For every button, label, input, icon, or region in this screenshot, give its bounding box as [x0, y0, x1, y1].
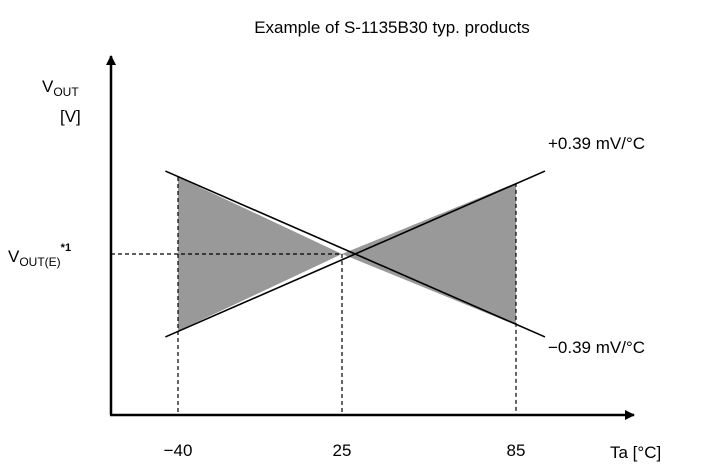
x-tick-label-1: 25 — [333, 441, 352, 460]
x-tick-labels: −40 25 85 — [164, 441, 526, 460]
x-axis-label: Ta [°C] — [610, 443, 661, 462]
series-label-negative: −0.39 mV/°C — [548, 338, 645, 357]
y-axis-label: VOUT — [42, 77, 79, 99]
y-axis-unit: [V] — [60, 107, 81, 126]
y-axis-label-main: V — [42, 77, 54, 96]
shaded-region-right — [342, 182, 516, 326]
y-axis-label-sub: OUT — [53, 85, 79, 99]
series-label-positive: +0.39 mV/°C — [548, 134, 645, 153]
series-lines — [165, 170, 546, 338]
x-tick-label-0: −40 — [164, 441, 193, 460]
series-line-1 — [165, 170, 546, 338]
reference-label-sup: *1 — [61, 242, 71, 254]
dashed-guides — [111, 177, 517, 415]
reference-label: VOUT(E)*1 — [8, 242, 71, 269]
reference-label-main: V — [8, 247, 20, 266]
shaded-regions — [178, 177, 516, 331]
reference-label-sub: OUT(E) — [19, 255, 60, 269]
x-tick-label-2: 85 — [507, 441, 526, 460]
chart-title: Example of S-1135B30 typ. products — [254, 18, 530, 37]
